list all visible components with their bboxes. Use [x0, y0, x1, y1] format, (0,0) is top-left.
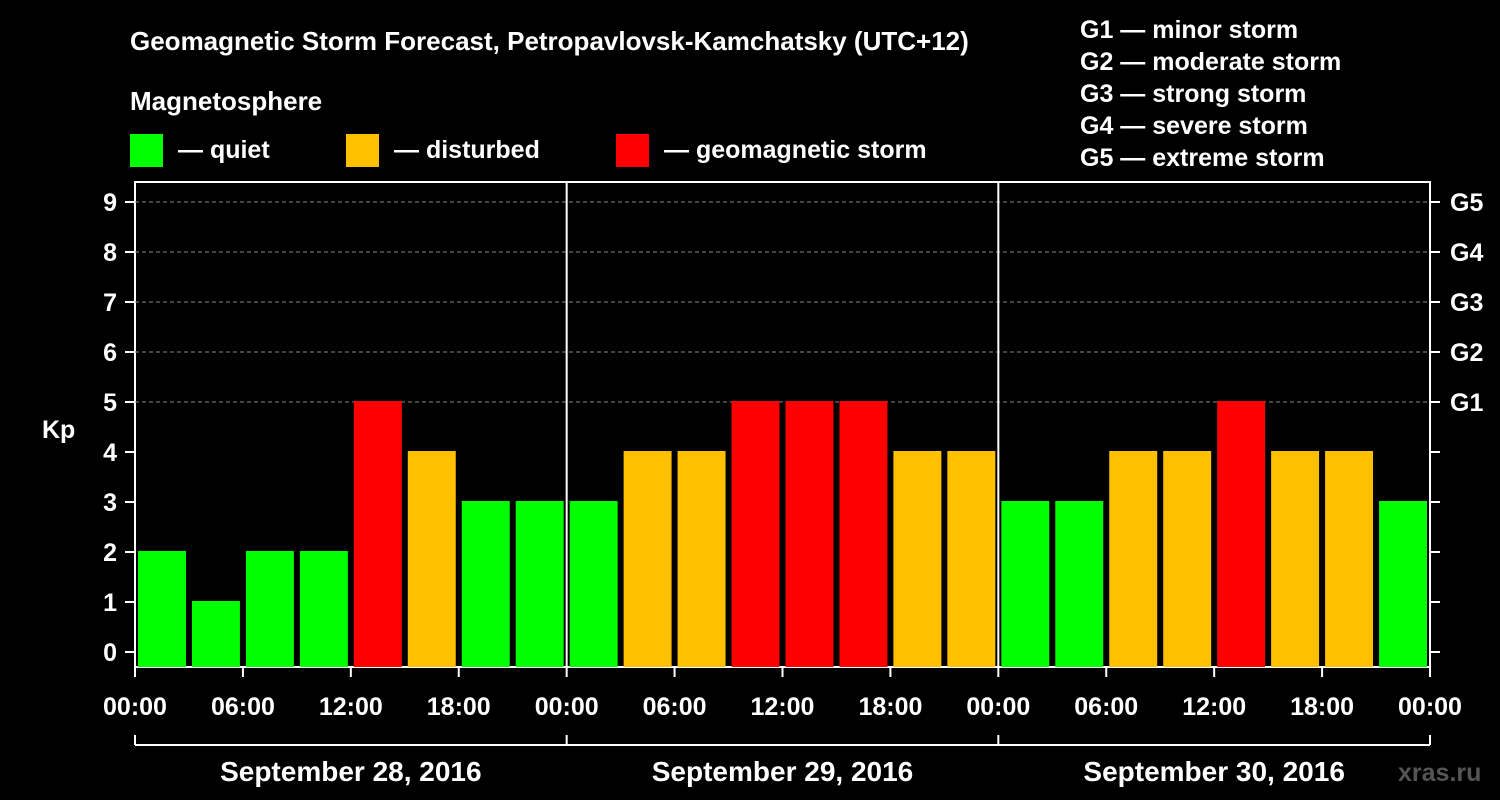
day-label-1: September 29, 2016	[652, 756, 914, 787]
right-tick-label-g5: G5	[1450, 189, 1483, 217]
bar-20	[1217, 401, 1266, 667]
bar-13	[839, 401, 888, 667]
storm-scale-g1: G1 — minor storm	[1080, 16, 1298, 44]
x-tick-label-4: 00:00	[535, 693, 599, 721]
right-tick-label-g4: G4	[1450, 239, 1483, 267]
bar-0	[138, 551, 186, 667]
storm-scale-g5: G5 — extreme storm	[1080, 144, 1325, 172]
x-tick-label-1: 06:00	[211, 693, 275, 721]
storm-scale-g3: G3 — strong storm	[1080, 80, 1306, 108]
footer-credit: xras.ru	[1398, 759, 1481, 787]
bar-9	[623, 451, 672, 667]
y-tick-label-0: 0	[103, 639, 117, 667]
bar-2	[245, 551, 294, 667]
y-tick-label-6: 6	[103, 339, 117, 367]
x-tick-label-10: 12:00	[1182, 693, 1246, 721]
x-tick-label-3: 18:00	[427, 693, 491, 721]
y-tick-label-8: 8	[103, 239, 117, 267]
x-tick-label-6: 12:00	[751, 693, 815, 721]
bar-5	[407, 451, 456, 667]
bar-16	[1001, 501, 1050, 667]
bar-12	[785, 401, 834, 667]
y-tick-label-3: 3	[103, 489, 117, 517]
legend-swatch-quiet	[130, 134, 163, 167]
x-tick-label-11: 18:00	[1290, 693, 1354, 721]
y-tick-label-2: 2	[103, 539, 117, 567]
bar-23	[1379, 501, 1427, 667]
bar-4	[353, 401, 402, 667]
legend-label-disturbed: — disturbed	[394, 136, 540, 164]
bar-18	[1109, 451, 1158, 667]
right-tick-label-g2: G2	[1450, 339, 1483, 367]
bar-17	[1055, 501, 1104, 667]
day-label-2: September 30, 2016	[1083, 756, 1345, 787]
bar-10	[677, 451, 726, 667]
bar-15	[947, 451, 996, 667]
x-tick-label-5: 06:00	[643, 693, 707, 721]
storm-scale-g4: G4 — severe storm	[1080, 112, 1308, 140]
chart-title: Geomagnetic Storm Forecast, Petropavlovs…	[130, 26, 969, 56]
plot-area: 0 1 2 3 4 5 6 7 8 9 G1 G2 G3 G4 G5 00:00 06:00 12:00 18:00…	[103, 181, 1483, 787]
legend-label-quiet: — quiet	[178, 136, 270, 164]
x-tick-label-12: 00:00	[1398, 693, 1462, 721]
legend-label-storm: — geomagnetic storm	[664, 136, 927, 164]
bar-3	[299, 551, 348, 667]
x-tick-label-0: 00:00	[103, 693, 167, 721]
legend-swatch-disturbed	[346, 134, 379, 167]
x-tick-label-2: 12:00	[319, 693, 383, 721]
bar-11	[731, 401, 780, 667]
bar-6	[461, 501, 510, 667]
y-tick-label-4: 4	[103, 439, 117, 467]
storm-scale-g2: G2 — moderate storm	[1080, 48, 1341, 76]
bar-21	[1271, 451, 1320, 667]
y-tick-label-1: 1	[103, 589, 117, 617]
y-tick-label-5: 5	[103, 389, 117, 417]
bar-14	[893, 451, 942, 667]
legend-swatch-storm	[616, 134, 649, 167]
right-tick-label-g1: G1	[1450, 389, 1483, 417]
bar-7	[515, 501, 564, 667]
day-label-0: September 28, 2016	[220, 756, 482, 787]
bar-1	[191, 601, 240, 667]
legend-title: Magnetosphere	[130, 86, 322, 116]
y-tick-label-9: 9	[103, 189, 117, 217]
bar-22	[1325, 451, 1374, 667]
bar-8	[569, 501, 618, 667]
y-axis-label: Kp	[42, 416, 75, 444]
right-tick-label-g3: G3	[1450, 289, 1483, 317]
x-tick-label-8: 00:00	[966, 693, 1030, 721]
y-tick-label-7: 7	[103, 289, 117, 317]
x-tick-label-9: 06:00	[1074, 693, 1138, 721]
bar-19	[1163, 451, 1212, 667]
x-tick-label-7: 18:00	[858, 693, 922, 721]
